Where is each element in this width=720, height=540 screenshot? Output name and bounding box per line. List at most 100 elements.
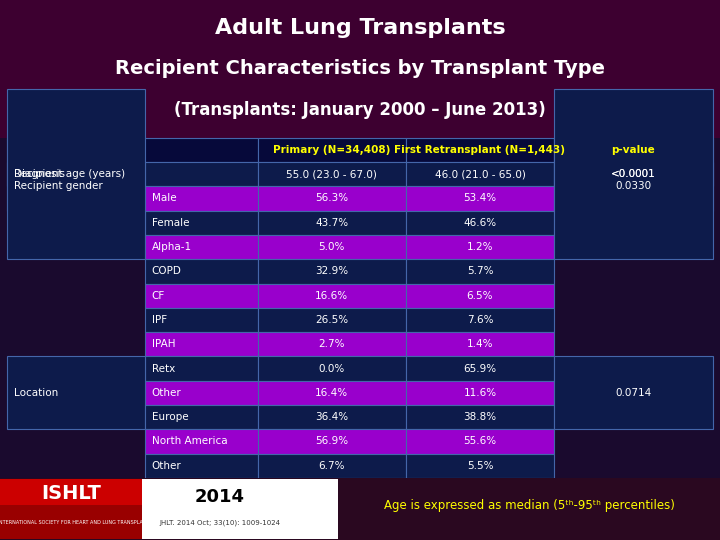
Bar [145,332,258,356]
Bar [406,429,554,454]
Bar [145,284,258,308]
Text: 46.0 (21.0 - 65.0): 46.0 (21.0 - 65.0) [434,169,526,179]
Bar [406,356,554,381]
Text: 2.7%: 2.7% [318,339,345,349]
Bar [258,162,406,186]
Bar [258,454,406,478]
Text: 56.3%: 56.3% [315,193,348,204]
Bar [7,138,258,162]
Text: 6.5%: 6.5% [467,291,493,301]
Text: 32.9%: 32.9% [315,266,348,276]
Text: (Transplants: January 2000 – June 2013): (Transplants: January 2000 – June 2013) [174,101,546,119]
Text: 36.4%: 36.4% [315,412,348,422]
Text: 1.4%: 1.4% [467,339,493,349]
Text: p-value: p-value [611,145,655,155]
Bar [554,89,713,259]
Bar [406,186,554,211]
Text: 5.7%: 5.7% [467,266,493,276]
Bar [145,308,258,332]
Text: Location: Location [14,388,58,398]
Text: 55.0 (23.0 - 67.0): 55.0 (23.0 - 67.0) [287,169,377,179]
Text: 53.4%: 53.4% [464,193,497,204]
Text: Diagnosis: Diagnosis [14,169,66,179]
Text: 38.8%: 38.8% [464,412,497,422]
Text: 56.9%: 56.9% [315,436,348,447]
Text: Alpha-1: Alpha-1 [152,242,192,252]
Bar [145,211,258,235]
Bar [0,479,142,539]
Text: <0.0001: <0.0001 [611,169,656,179]
Text: Primary (N=34,408): Primary (N=34,408) [273,145,390,155]
Bar [258,429,406,454]
Text: 65.9%: 65.9% [464,363,497,374]
Text: Retx: Retx [152,363,175,374]
Bar [258,186,406,211]
Bar [258,138,406,162]
Bar [258,405,406,429]
Text: 6.7%: 6.7% [318,461,345,471]
Text: Age is expressed as median (5ᵗʰ-95ᵗʰ percentiles): Age is expressed as median (5ᵗʰ-95ᵗʰ per… [384,500,675,512]
Bar [258,308,406,332]
Bar [145,381,258,405]
Bar [554,162,713,186]
Text: Recipient Characteristics by Transplant Type: Recipient Characteristics by Transplant … [115,59,605,78]
Text: IPF: IPF [152,315,167,325]
Bar [7,162,145,211]
Bar [145,405,258,429]
Bar [258,332,406,356]
Bar [145,259,258,284]
Text: COPD: COPD [152,266,181,276]
Bar [554,138,713,162]
Text: 16.6%: 16.6% [315,291,348,301]
Bar [258,284,406,308]
Bar [145,186,258,211]
Text: <0.0001: <0.0001 [611,169,656,179]
Text: JHLT. 2014 Oct; 33(10): 1009-1024: JHLT. 2014 Oct; 33(10): 1009-1024 [159,519,281,526]
Bar [406,405,554,429]
Text: 7.6%: 7.6% [467,315,493,325]
Bar [7,89,145,259]
Bar [554,356,713,429]
Bar [145,235,258,259]
Bar [145,356,258,381]
Text: First Retransplant (N=1,443): First Retransplant (N=1,443) [395,145,565,155]
Bar [406,138,554,162]
Bar [406,162,554,186]
Text: ISHLT • INTERNATIONAL SOCIETY FOR HEART AND LUNG TRANSPLANTATION: ISHLT • INTERNATIONAL SOCIETY FOR HEART … [0,520,164,525]
Bar [406,259,554,284]
Text: 16.4%: 16.4% [315,388,348,398]
Bar [406,454,554,478]
Bar [7,162,258,186]
Text: 43.7%: 43.7% [315,218,348,228]
Bar [145,454,258,478]
Text: 55.6%: 55.6% [464,436,497,447]
Text: North America: North America [152,436,228,447]
Bar [406,211,554,235]
Bar [7,356,145,429]
Bar [0,479,338,539]
Text: Male: Male [152,193,176,204]
Bar [258,356,406,381]
Bar [258,381,406,405]
Text: Adult Lung Transplants: Adult Lung Transplants [215,17,505,38]
Bar [406,284,554,308]
Text: 5.0%: 5.0% [318,242,345,252]
Bar [258,211,406,235]
Text: Other: Other [152,461,181,471]
Text: 2014: 2014 [195,488,245,505]
Text: 11.6%: 11.6% [464,388,497,398]
Bar [145,429,258,454]
Text: 46.6%: 46.6% [464,218,497,228]
Text: 5.5%: 5.5% [467,461,493,471]
Text: 1.2%: 1.2% [467,242,493,252]
Bar [258,259,406,284]
Text: 0.0%: 0.0% [319,363,345,374]
Bar [406,381,554,405]
Text: Female: Female [152,218,189,228]
Text: Europe: Europe [152,412,189,422]
Text: 26.5%: 26.5% [315,315,348,325]
Text: ISHLT: ISHLT [41,484,101,503]
Text: CF: CF [152,291,165,301]
Text: Recipient age (years): Recipient age (years) [14,169,125,179]
Bar [0,504,142,539]
